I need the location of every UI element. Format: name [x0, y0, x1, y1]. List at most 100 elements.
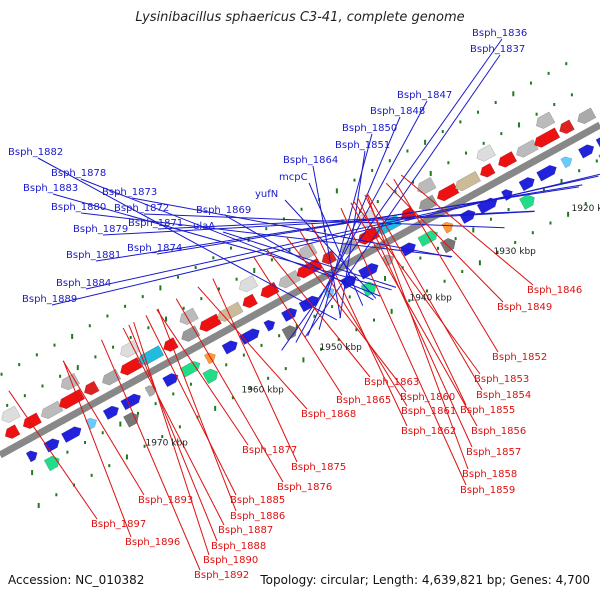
forward-gene-label[interactable]: Bsph_1881 — [66, 250, 121, 261]
reverse-gene-label[interactable]: Bsph_1855 — [460, 405, 515, 416]
tick-mark — [178, 425, 181, 429]
tick-mark — [567, 211, 570, 217]
forward-gene-label[interactable]: Bsph_1864 — [283, 155, 338, 166]
forward-gene-label[interactable]: Bsph_1873 — [102, 187, 157, 198]
reverse-gene-label[interactable]: Bsph_1862 — [401, 426, 456, 437]
kbp-marker-label: 1940 kbp — [409, 293, 452, 303]
tick-mark — [214, 405, 217, 411]
tick-mark — [570, 93, 573, 97]
forward-gene-feature — [239, 328, 260, 345]
reverse-gene-label[interactable]: Bsph_1853 — [474, 374, 529, 385]
forward-gene-feature — [123, 412, 139, 428]
forward-gene-label[interactable]: Bsph_1883 — [23, 183, 78, 194]
tick-mark — [189, 382, 192, 386]
tick-mark — [454, 237, 457, 241]
reverse-gene-label[interactable]: Bsph_1885 — [230, 495, 285, 506]
tick-mark — [229, 246, 232, 250]
tick-mark — [143, 444, 146, 448]
forward-gene-label[interactable]: Bsph_1871 — [128, 218, 183, 229]
tick-mark — [31, 470, 34, 476]
reverse-gene-label[interactable]: Bsph_1846 — [527, 285, 582, 296]
forward-gene-label[interactable]: Bsph_1874 — [127, 243, 182, 254]
reverse-gene-label[interactable]: Bsph_1893 — [138, 495, 193, 506]
forward-gene-feature — [25, 450, 38, 463]
tick-mark — [424, 139, 427, 145]
forward-gene-label[interactable]: Bsph_1850 — [342, 123, 397, 134]
reverse-gene-leader — [157, 308, 237, 512]
reverse-gene-label[interactable]: Bsph_1886 — [230, 511, 285, 522]
forward-gene-feature — [263, 319, 276, 332]
forward-gene-label[interactable]: Bsph_1880 — [51, 202, 106, 213]
reverse-gene-leader — [128, 324, 218, 542]
reverse-gene-label[interactable]: Bsph_1863 — [364, 377, 419, 388]
tick-mark — [161, 435, 164, 439]
reverse-gene-feature — [417, 176, 437, 195]
tick-mark — [253, 268, 256, 274]
forward-gene-label[interactable]: yufN — [255, 189, 278, 200]
reverse-gene-label[interactable]: Bsph_1856 — [471, 426, 526, 437]
reverse-gene-leader — [400, 174, 534, 286]
reverse-gene-label[interactable]: Bsph_1888 — [211, 541, 266, 552]
tick-mark — [106, 314, 109, 318]
forward-gene-label[interactable]: Bsph_1837 — [470, 44, 525, 55]
reverse-gene-feature — [400, 206, 417, 222]
reverse-gene-label[interactable]: Bsph_1868 — [301, 409, 356, 420]
forward-gene-label[interactable]: Bsph_1872 — [114, 203, 169, 214]
forward-gene-label[interactable]: Bsph_1889 — [22, 294, 77, 305]
reverse-gene-label[interactable]: Bsph_1887 — [218, 525, 273, 536]
forward-gene-label[interactable]: Bsph_1851 — [335, 140, 390, 151]
forward-gene-label[interactable]: Bsph_1884 — [56, 278, 111, 289]
reverse-gene-label[interactable]: Bsph_1854 — [476, 390, 531, 401]
reverse-gene-label[interactable]: Bsph_1859 — [460, 485, 515, 496]
reverse-gene-label[interactable]: Bsph_1852 — [492, 352, 547, 363]
tick-mark — [478, 260, 481, 266]
forward-gene-label[interactable]: ulaA — [193, 221, 215, 232]
tick-mark — [465, 151, 468, 155]
tick-mark — [23, 394, 26, 398]
reverse-gene-label[interactable]: Bsph_1877 — [242, 445, 297, 456]
forward-gene-feature — [280, 307, 298, 322]
tick-mark — [514, 240, 517, 244]
map-title: Lysinibacillus sphaericus C3-41, complet… — [135, 10, 465, 25]
reverse-gene-label[interactable]: Bsph_1849 — [497, 302, 552, 313]
forward-gene-label[interactable]: Bsph_1878 — [51, 168, 106, 179]
kbp-marker-label: 1930 kbp — [493, 247, 536, 257]
reverse-gene-leader — [252, 256, 343, 396]
reverse-gene-label[interactable]: Bsph_1860 — [400, 392, 455, 403]
reverse-gene-label[interactable]: Bsph_1857 — [466, 447, 521, 458]
reverse-gene-label[interactable]: Bsph_1896 — [125, 537, 180, 548]
tick-mark — [249, 386, 252, 390]
reverse-gene-label[interactable]: Bsph_1876 — [277, 482, 332, 493]
tick-mark — [517, 122, 520, 128]
tick-mark — [300, 207, 303, 211]
forward-gene-label[interactable]: Bsph_1848 — [370, 106, 425, 117]
forward-gene-label[interactable]: Bsph_1869 — [196, 205, 251, 216]
reverse-gene-label[interactable]: Bsph_1861 — [401, 406, 456, 417]
reverse-gene-feature — [480, 162, 496, 178]
reverse-gene-label[interactable]: Bsph_1897 — [91, 519, 146, 530]
tick-mark — [235, 277, 238, 281]
forward-gene-label[interactable]: mcpC — [279, 172, 308, 183]
reverse-gene-label[interactable]: Bsph_1890 — [203, 555, 258, 566]
forward-gene-feature — [536, 164, 557, 182]
reverse-gene-label[interactable]: Bsph_1875 — [291, 462, 346, 473]
reverse-gene-feature — [22, 412, 42, 429]
reverse-gene-label[interactable]: Bsph_1858 — [462, 469, 517, 480]
tick-mark — [260, 343, 263, 347]
tick-mark — [507, 208, 510, 212]
tick-mark — [560, 178, 563, 184]
tick-mark — [542, 188, 545, 192]
forward-gene-label[interactable]: Bsph_1879 — [73, 224, 128, 235]
tick-mark — [489, 217, 492, 221]
accession-text: Accession: NC_010382 — [8, 573, 145, 587]
forward-gene-feature — [560, 156, 573, 169]
tick-mark — [35, 353, 38, 357]
forward-gene-label[interactable]: Bsph_1847 — [397, 90, 452, 101]
reverse-gene-feature — [454, 170, 482, 192]
reverse-gene-label[interactable]: Bsph_1865 — [336, 395, 391, 406]
reverse-gene-label[interactable]: Bsph_1892 — [194, 570, 249, 581]
forward-gene-label[interactable]: Bsph_1882 — [8, 147, 63, 158]
reverse-gene-leader — [145, 315, 237, 496]
tick-mark — [406, 149, 409, 153]
forward-gene-label[interactable]: Bsph_1836 — [472, 28, 527, 39]
